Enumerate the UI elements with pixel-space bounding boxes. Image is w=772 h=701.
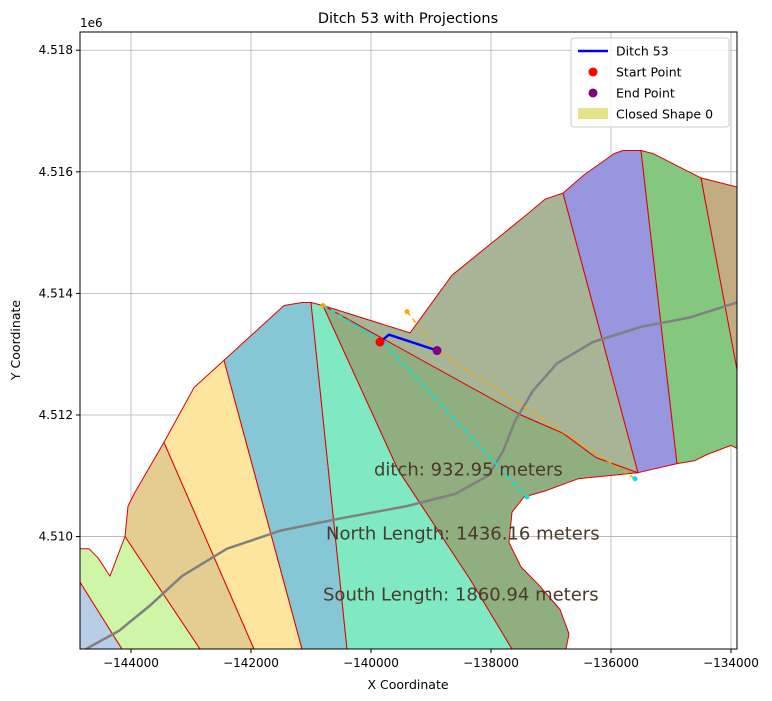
y-tick-label: 4.510 — [39, 530, 73, 544]
x-tick-label: −138000 — [463, 656, 519, 670]
legend-point-swatch — [588, 67, 598, 77]
end-point — [432, 346, 442, 356]
region-8 — [562, 150, 678, 474]
legend-box — [570, 37, 730, 128]
north-projection-endpoint — [524, 494, 530, 500]
x-tick-label: −134000 — [703, 656, 759, 670]
y-tick-label: 4.512 — [39, 408, 73, 422]
x-tick-label: −140000 — [343, 656, 399, 670]
north-projection-endpoint — [320, 303, 326, 309]
road-line — [84, 301, 737, 649]
annotation-1: North Length: 1436.16 meters — [326, 524, 600, 545]
x-tick-label: −144000 — [103, 656, 159, 670]
legend-label: Ditch 53 — [616, 44, 669, 59]
legend-point-swatch — [588, 88, 598, 98]
x-tick-label: −142000 — [223, 656, 279, 670]
y-axis-label: Y Coordinate — [8, 300, 23, 381]
y-tick-label: 4.514 — [39, 286, 73, 300]
y-offset-label: 1e6 — [80, 16, 103, 30]
ditch-layer — [375, 333, 442, 356]
annotation-2: South Length: 1860.94 meters — [323, 584, 599, 605]
region-10 — [700, 177, 737, 370]
y-tick-label: 4.516 — [39, 165, 73, 179]
legend-patch-swatch — [578, 108, 608, 119]
chart-title: Ditch 53 with Projections — [318, 11, 498, 27]
annotations-layer: ditch: 932.95 meters North Length: 1436.1… — [323, 460, 600, 606]
start-point — [375, 337, 385, 347]
x-axis-label: X Coordinate — [367, 677, 448, 692]
region-9 — [640, 150, 737, 465]
north-projection-line — [322, 304, 528, 498]
x-tick-label: −136000 — [583, 656, 639, 670]
south-projection-endpoint — [404, 309, 410, 315]
legend-label: End Point — [616, 86, 675, 101]
y-tick-label: 4.518 — [39, 43, 73, 57]
regions — [80, 150, 737, 649]
y-axis: 4.510 4.512 4.514 4.516 4.518 — [39, 43, 80, 544]
x-axis: −144000 −142000 −140000 −138000 −136000 −1340… — [103, 649, 759, 670]
south-projection-endpoint — [632, 476, 638, 482]
road-layer — [84, 301, 737, 649]
legend-label: Start Point — [616, 65, 682, 80]
legend: Ditch 53 Start Point End Point Closed Shape… — [570, 37, 730, 128]
annotation-0: ditch: 932.95 meters — [374, 460, 563, 481]
plot-frame — [79, 31, 738, 650]
legend-label: Closed Shape 0 — [616, 107, 713, 122]
